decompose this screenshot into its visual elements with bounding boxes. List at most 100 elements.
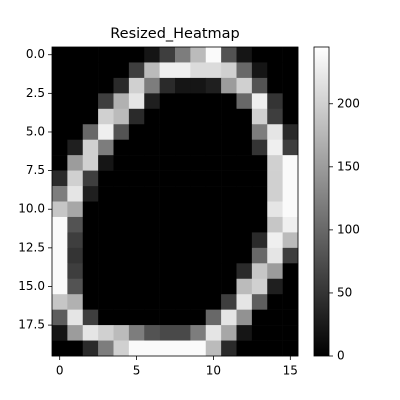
heatmap-cell (98, 93, 114, 110)
heatmap-cell (67, 232, 84, 249)
heatmap-cell (267, 62, 283, 79)
heatmap-cell (190, 47, 207, 63)
heatmap-cell (82, 263, 99, 280)
heatmap-cell (113, 232, 130, 249)
heatmap-cell (159, 47, 176, 63)
heatmap-cell (159, 139, 176, 156)
heatmap-cell (82, 216, 99, 233)
heatmap-cell (175, 232, 191, 249)
heatmap-cell (175, 263, 191, 280)
heatmap-cell (98, 216, 114, 233)
heatmap-cell (205, 108, 222, 125)
heatmap-cell (82, 155, 99, 171)
heatmap-cell (190, 186, 207, 202)
heatmap-cell (282, 247, 299, 264)
heatmap-cell (236, 247, 253, 264)
heatmap-cell (113, 77, 130, 94)
heatmap-cell (159, 340, 176, 357)
heatmap-cell (67, 247, 84, 264)
heatmap-cell (52, 170, 68, 187)
heatmap-cell (251, 124, 268, 140)
heatmap-cell (175, 77, 191, 94)
heatmap-cell (251, 77, 268, 94)
colorbar-tick-label: 100 (337, 222, 360, 236)
heatmap-cell (159, 278, 176, 295)
heatmap-cell (128, 216, 145, 233)
heatmap-cell (221, 77, 237, 94)
heatmap-cell (282, 232, 299, 249)
heatmap-cell (98, 325, 114, 341)
heatmap-cell (205, 278, 222, 295)
heatmap-cell (67, 309, 84, 326)
heatmap-cell (236, 108, 253, 125)
heatmap-cell (159, 155, 176, 171)
heatmap-cell (159, 124, 176, 140)
heatmap-cell (175, 93, 191, 110)
heatmap-cell (282, 93, 299, 110)
heatmap-cell (98, 294, 114, 310)
heatmap-cell (52, 216, 68, 233)
heatmap-cell (144, 77, 160, 94)
heatmap-cell (175, 108, 191, 125)
heatmap-cell (82, 139, 99, 156)
heatmap-cell (190, 139, 207, 156)
y-tick-label: 2.5 (26, 86, 45, 100)
heatmap-cell (267, 247, 283, 264)
heatmap-cell (52, 309, 68, 326)
heatmap-cell (205, 139, 222, 156)
heatmap-cell (190, 62, 207, 79)
heatmap-cell (128, 309, 145, 326)
heatmap-cell (144, 62, 160, 79)
heatmap-cell (144, 263, 160, 280)
heatmap-cell (52, 232, 68, 249)
heatmap-cell (251, 201, 268, 218)
heatmap-cell (221, 216, 237, 233)
heatmap-cell (236, 294, 253, 310)
heatmap-cell (221, 93, 237, 110)
heatmap-cell (113, 216, 130, 233)
heatmap-cell (98, 77, 114, 94)
heatmap-cell (236, 309, 253, 326)
heatmap-cell (267, 278, 283, 295)
heatmap-cell (267, 139, 283, 156)
heatmap-cell (128, 62, 145, 79)
colorbar-tick-label: 150 (337, 159, 360, 173)
heatmap-cell (205, 47, 222, 63)
heatmap-cell (205, 325, 222, 341)
heatmap-cell (128, 47, 145, 63)
heatmap-cell (190, 247, 207, 264)
heatmap-cell (52, 186, 68, 202)
heatmap-cell (144, 309, 160, 326)
heatmap-cell (205, 155, 222, 171)
heatmap-cell (282, 278, 299, 295)
heatmap-cell (190, 155, 207, 171)
heatmap-cell (82, 309, 99, 326)
chart-title: Resized_Heatmap (110, 26, 240, 42)
y-tick-label: 5.0 (26, 124, 45, 138)
heatmap-cell (144, 294, 160, 310)
heatmap-cell (282, 294, 299, 310)
heatmap-cell (144, 108, 160, 125)
heatmap-cell (221, 47, 237, 63)
heatmap-cell (52, 139, 68, 156)
heatmap-cell (267, 170, 283, 187)
heatmap-cell (67, 108, 84, 125)
heatmap-cell (159, 77, 176, 94)
colorbar-frame (313, 46, 330, 357)
heatmap-cell (113, 201, 130, 218)
heatmap-cell (251, 294, 268, 310)
heatmap-cell (82, 201, 99, 218)
heatmap-cell (128, 325, 145, 341)
heatmap-cell (221, 124, 237, 140)
heatmap-cell (190, 201, 207, 218)
heatmap-cell (190, 93, 207, 110)
y-tick-label: 0.0 (26, 47, 45, 61)
heatmap-cell (236, 340, 253, 357)
heatmap-cell (52, 294, 68, 310)
x-tick-label: 15 (283, 364, 298, 378)
heatmap-cell (144, 201, 160, 218)
heatmap-cell (82, 186, 99, 202)
heatmap-cell (113, 124, 130, 140)
heatmap-cell (98, 170, 114, 187)
heatmap-cell (267, 201, 283, 218)
